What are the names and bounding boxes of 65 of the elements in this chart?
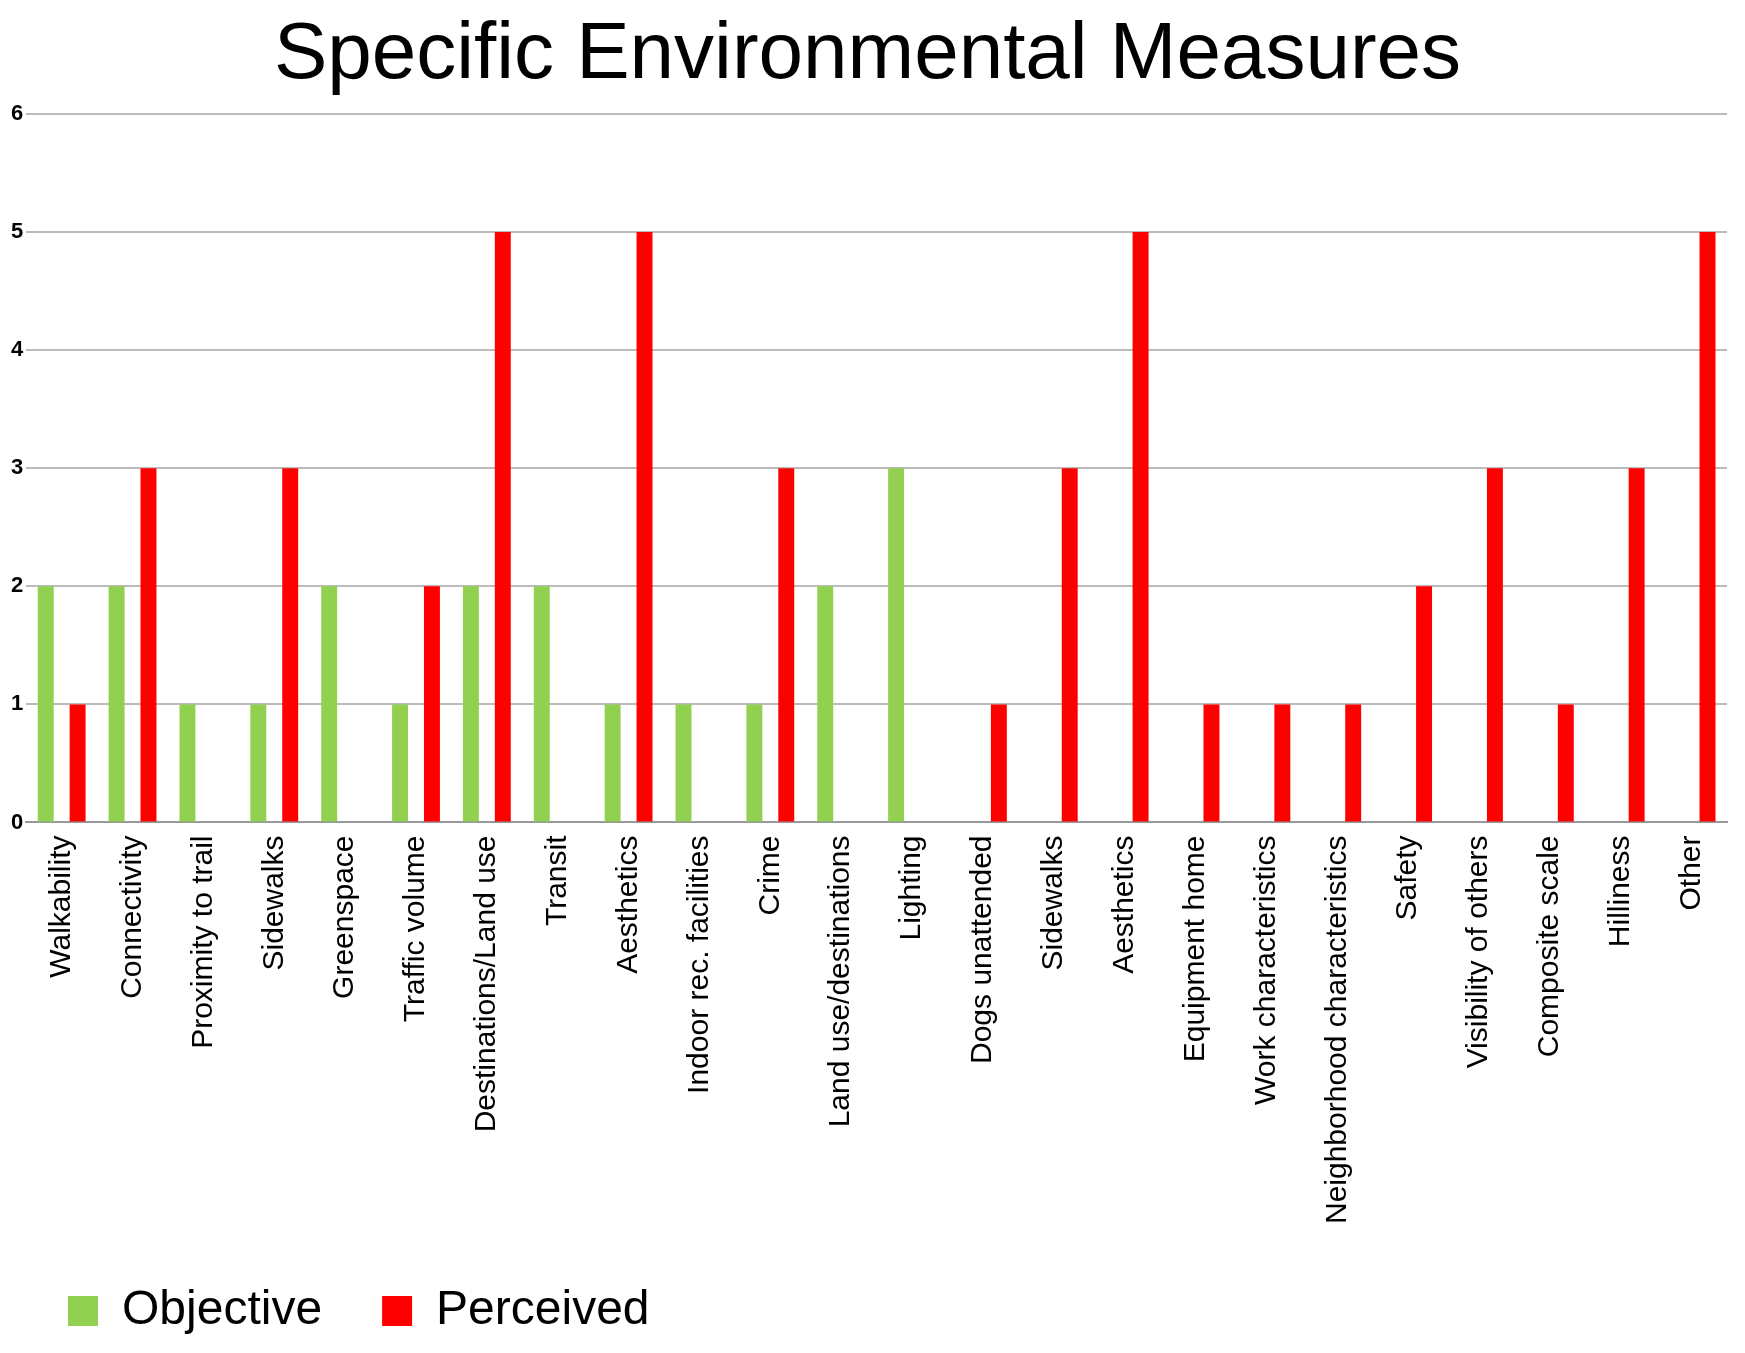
bar: [990, 704, 1007, 822]
bar: [1416, 586, 1433, 822]
bar: [282, 468, 299, 822]
bar: [675, 704, 692, 822]
bar: [1345, 704, 1362, 822]
x-tick-label: Greenspace: [326, 835, 360, 999]
x-tick-label: Indoor rec. facilities: [680, 835, 714, 1094]
x-tick-label: Hilliness: [1601, 835, 1635, 948]
x-tick-label: Sidewalks: [1035, 835, 1069, 971]
x-tick-label: Aesthetics: [1105, 835, 1139, 974]
x-tick-label: Equipment home: [1176, 835, 1210, 1063]
y-tick-label: 1: [10, 690, 24, 716]
bar: [179, 704, 196, 822]
y-tick-label: 0: [10, 808, 24, 834]
x-tick-label: Sidewalks: [255, 835, 289, 971]
y-tick-label: 4: [10, 336, 24, 362]
bar: [494, 232, 511, 822]
bar: [778, 468, 795, 822]
bar: [1557, 704, 1574, 822]
x-tick-label: Work characteristics: [1247, 835, 1281, 1105]
x-tick-label: Traffic volume: [397, 835, 431, 1023]
bar: [392, 704, 409, 822]
x-tick-label: Transit: [538, 834, 572, 927]
x-tick-label: Proximity to trail: [184, 835, 218, 1049]
y-tick-label: 3: [10, 454, 24, 480]
bar: [636, 232, 653, 822]
bar: [69, 704, 86, 822]
x-tick-label: Connectivity: [113, 835, 147, 999]
bar: [1061, 468, 1078, 822]
bar: [423, 586, 440, 822]
x-tick-label: Lighting: [893, 835, 927, 941]
bar: [250, 704, 267, 822]
x-tick-label: Destinations/Land use: [468, 835, 502, 1133]
bar: [1274, 704, 1291, 822]
bar: [1699, 232, 1716, 822]
bar: [817, 586, 834, 822]
x-tick-label: Other: [1672, 835, 1706, 911]
bar: [108, 586, 125, 822]
bar: [1628, 468, 1645, 822]
bar: [462, 586, 479, 822]
x-tick-label: Walkability: [42, 835, 76, 978]
legend-label: Perceived: [436, 1281, 650, 1335]
bar: [604, 704, 621, 822]
x-tick-label: Visibility of others: [1460, 835, 1494, 1069]
bar: [37, 586, 54, 822]
bar: [746, 704, 763, 822]
bar: [321, 586, 338, 822]
legend-label: Objective: [122, 1281, 323, 1335]
x-tick-label: Land use/destinations: [822, 835, 856, 1128]
y-tick-label: 6: [10, 100, 24, 126]
bar: [140, 468, 157, 822]
y-tick-label: 5: [10, 218, 24, 244]
x-tick-label: Composite scale: [1531, 835, 1565, 1058]
bar: [1132, 232, 1149, 822]
x-tick-label: Neighborhood characteristics: [1318, 835, 1352, 1225]
bar: [1203, 704, 1220, 822]
bar: [1486, 468, 1503, 822]
y-tick-label: 2: [10, 572, 24, 598]
bar: [888, 468, 905, 822]
x-tick-label: Dogs unattended: [964, 835, 998, 1064]
x-tick-label: Crime: [751, 835, 785, 916]
chart-title: Specific Environmental Measures: [273, 6, 1462, 96]
x-tick-label: Safety: [1389, 835, 1423, 921]
x-tick-label: Aesthetics: [609, 835, 643, 974]
bar: [533, 586, 550, 822]
